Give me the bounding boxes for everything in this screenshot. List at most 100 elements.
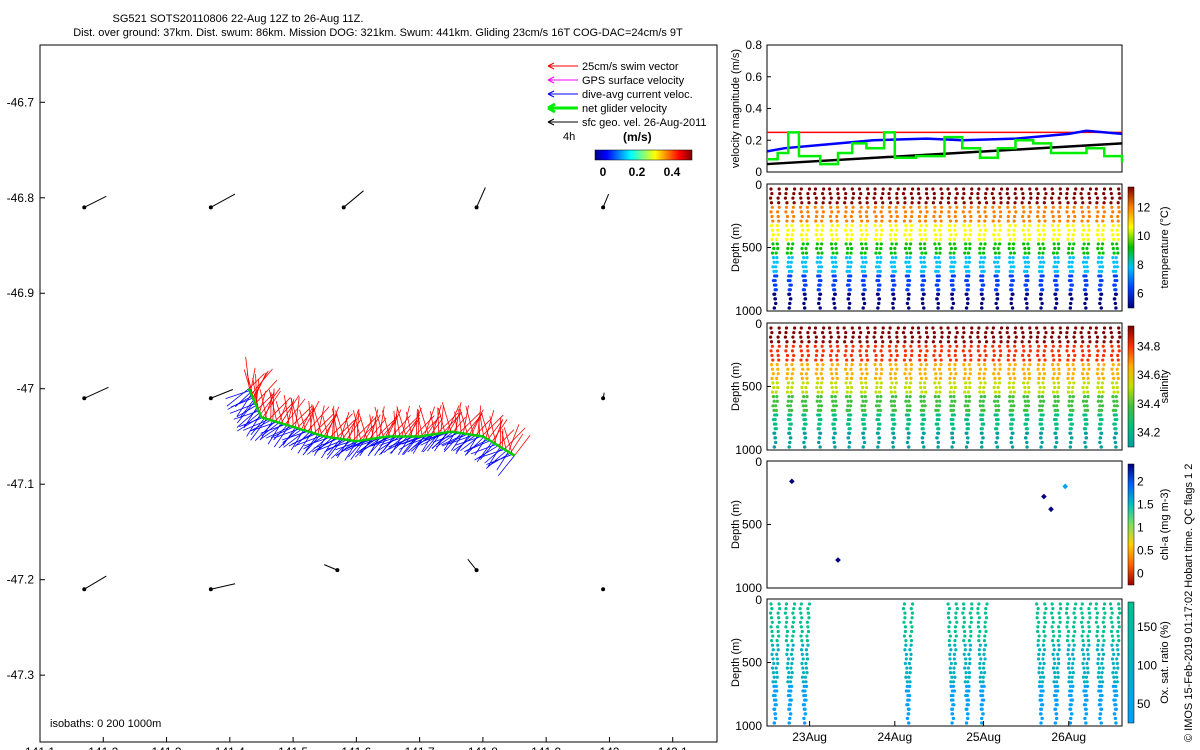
profile-point — [1056, 671, 1060, 675]
profile-point — [1094, 344, 1098, 348]
profile-point — [815, 224, 819, 228]
profile-point — [774, 698, 778, 702]
profile-point — [906, 703, 910, 707]
profile-point — [892, 278, 896, 283]
profile-point — [919, 269, 923, 273]
profile-point — [907, 292, 911, 296]
profile-point — [1057, 210, 1061, 214]
profile-point — [1079, 330, 1083, 335]
profile-point — [1013, 344, 1017, 348]
profile-point — [1074, 326, 1078, 330]
profile-point — [1116, 251, 1120, 255]
dac-vector — [227, 395, 253, 410]
profile-point — [873, 205, 878, 209]
profile-point — [774, 283, 778, 287]
profile-point — [1040, 256, 1045, 260]
profile-point — [968, 385, 972, 390]
profile-point — [1117, 191, 1121, 196]
profile-point — [968, 367, 972, 371]
profile-point — [1101, 237, 1106, 241]
profile-point — [1111, 639, 1115, 643]
profile-point — [954, 201, 958, 205]
profile-point — [1051, 666, 1056, 670]
profile-point — [1101, 353, 1106, 358]
profile-point — [848, 301, 852, 306]
profile-point — [773, 292, 777, 296]
profile-point — [976, 611, 980, 615]
profile-point — [1010, 306, 1015, 310]
profile-point — [844, 363, 848, 367]
profile-point — [981, 265, 985, 269]
profile-point — [836, 224, 840, 228]
profile-point — [1022, 269, 1027, 273]
profile-point — [832, 440, 836, 445]
profile-point — [904, 260, 908, 264]
profile-point — [918, 358, 922, 362]
profile-point — [850, 363, 854, 367]
profile-point — [789, 251, 793, 255]
title-line1: SG521 SOTS20110806 22-Aug 12Z to 26-Aug … — [113, 13, 364, 25]
profile-point — [1029, 191, 1033, 196]
profile-point — [1069, 693, 1073, 698]
profile-point — [820, 367, 824, 371]
profile-point — [919, 246, 923, 251]
profile-point — [1009, 440, 1013, 445]
profile-point — [938, 376, 943, 380]
swim-vector — [268, 389, 278, 423]
profile-point — [786, 404, 790, 408]
profile-point — [955, 344, 959, 348]
profile-point — [955, 191, 959, 196]
profile-point — [1022, 219, 1026, 223]
profile-point — [1100, 417, 1104, 422]
profile-point — [772, 399, 776, 403]
profile-point — [1050, 625, 1054, 629]
profile-point — [843, 201, 847, 205]
profile-point — [919, 224, 923, 228]
profile-point — [1070, 251, 1074, 255]
profile-point — [1096, 260, 1100, 264]
profile-point — [910, 349, 914, 353]
profile-point — [1080, 648, 1085, 652]
profile-point — [1008, 237, 1012, 241]
profile-point — [1068, 408, 1073, 412]
profile-point — [893, 372, 897, 376]
profile-point — [996, 422, 1000, 426]
sfc-vector — [323, 564, 338, 571]
profile-point — [983, 671, 987, 675]
profile-point — [970, 606, 974, 611]
profile-point — [1110, 358, 1114, 362]
profile-point — [800, 214, 804, 219]
swim-vector — [299, 409, 306, 431]
profile-point — [850, 219, 855, 223]
profile-point — [921, 301, 925, 306]
profile-point — [905, 671, 909, 675]
map-xtick-label: 141.1 — [25, 745, 55, 750]
profile-point — [946, 340, 951, 344]
profile-point — [1044, 606, 1048, 611]
dive-profile — [1035, 187, 1048, 310]
profile-point — [1114, 413, 1118, 417]
dive-profile — [946, 326, 959, 449]
profile-point — [1114, 269, 1118, 273]
profile-point — [1094, 187, 1099, 191]
profile-point — [791, 611, 795, 615]
profile-point — [1074, 602, 1078, 606]
profile-point — [1098, 716, 1102, 721]
profile-point — [901, 606, 906, 611]
profile-point — [1008, 408, 1012, 412]
profile-point — [1051, 330, 1055, 335]
profile-point — [1098, 404, 1102, 408]
profile-point — [799, 602, 803, 606]
profile-point — [771, 242, 775, 246]
profile-point — [804, 422, 808, 426]
profile-point — [938, 228, 942, 232]
profile-point — [1095, 340, 1099, 344]
profile-point — [827, 187, 832, 191]
profile-point — [1057, 385, 1061, 390]
swim-vector — [333, 405, 335, 438]
profile-point — [893, 408, 897, 412]
profile-point — [1042, 340, 1046, 344]
profile-point — [821, 224, 825, 228]
profile-point — [1086, 671, 1090, 675]
profile-point — [799, 372, 804, 376]
